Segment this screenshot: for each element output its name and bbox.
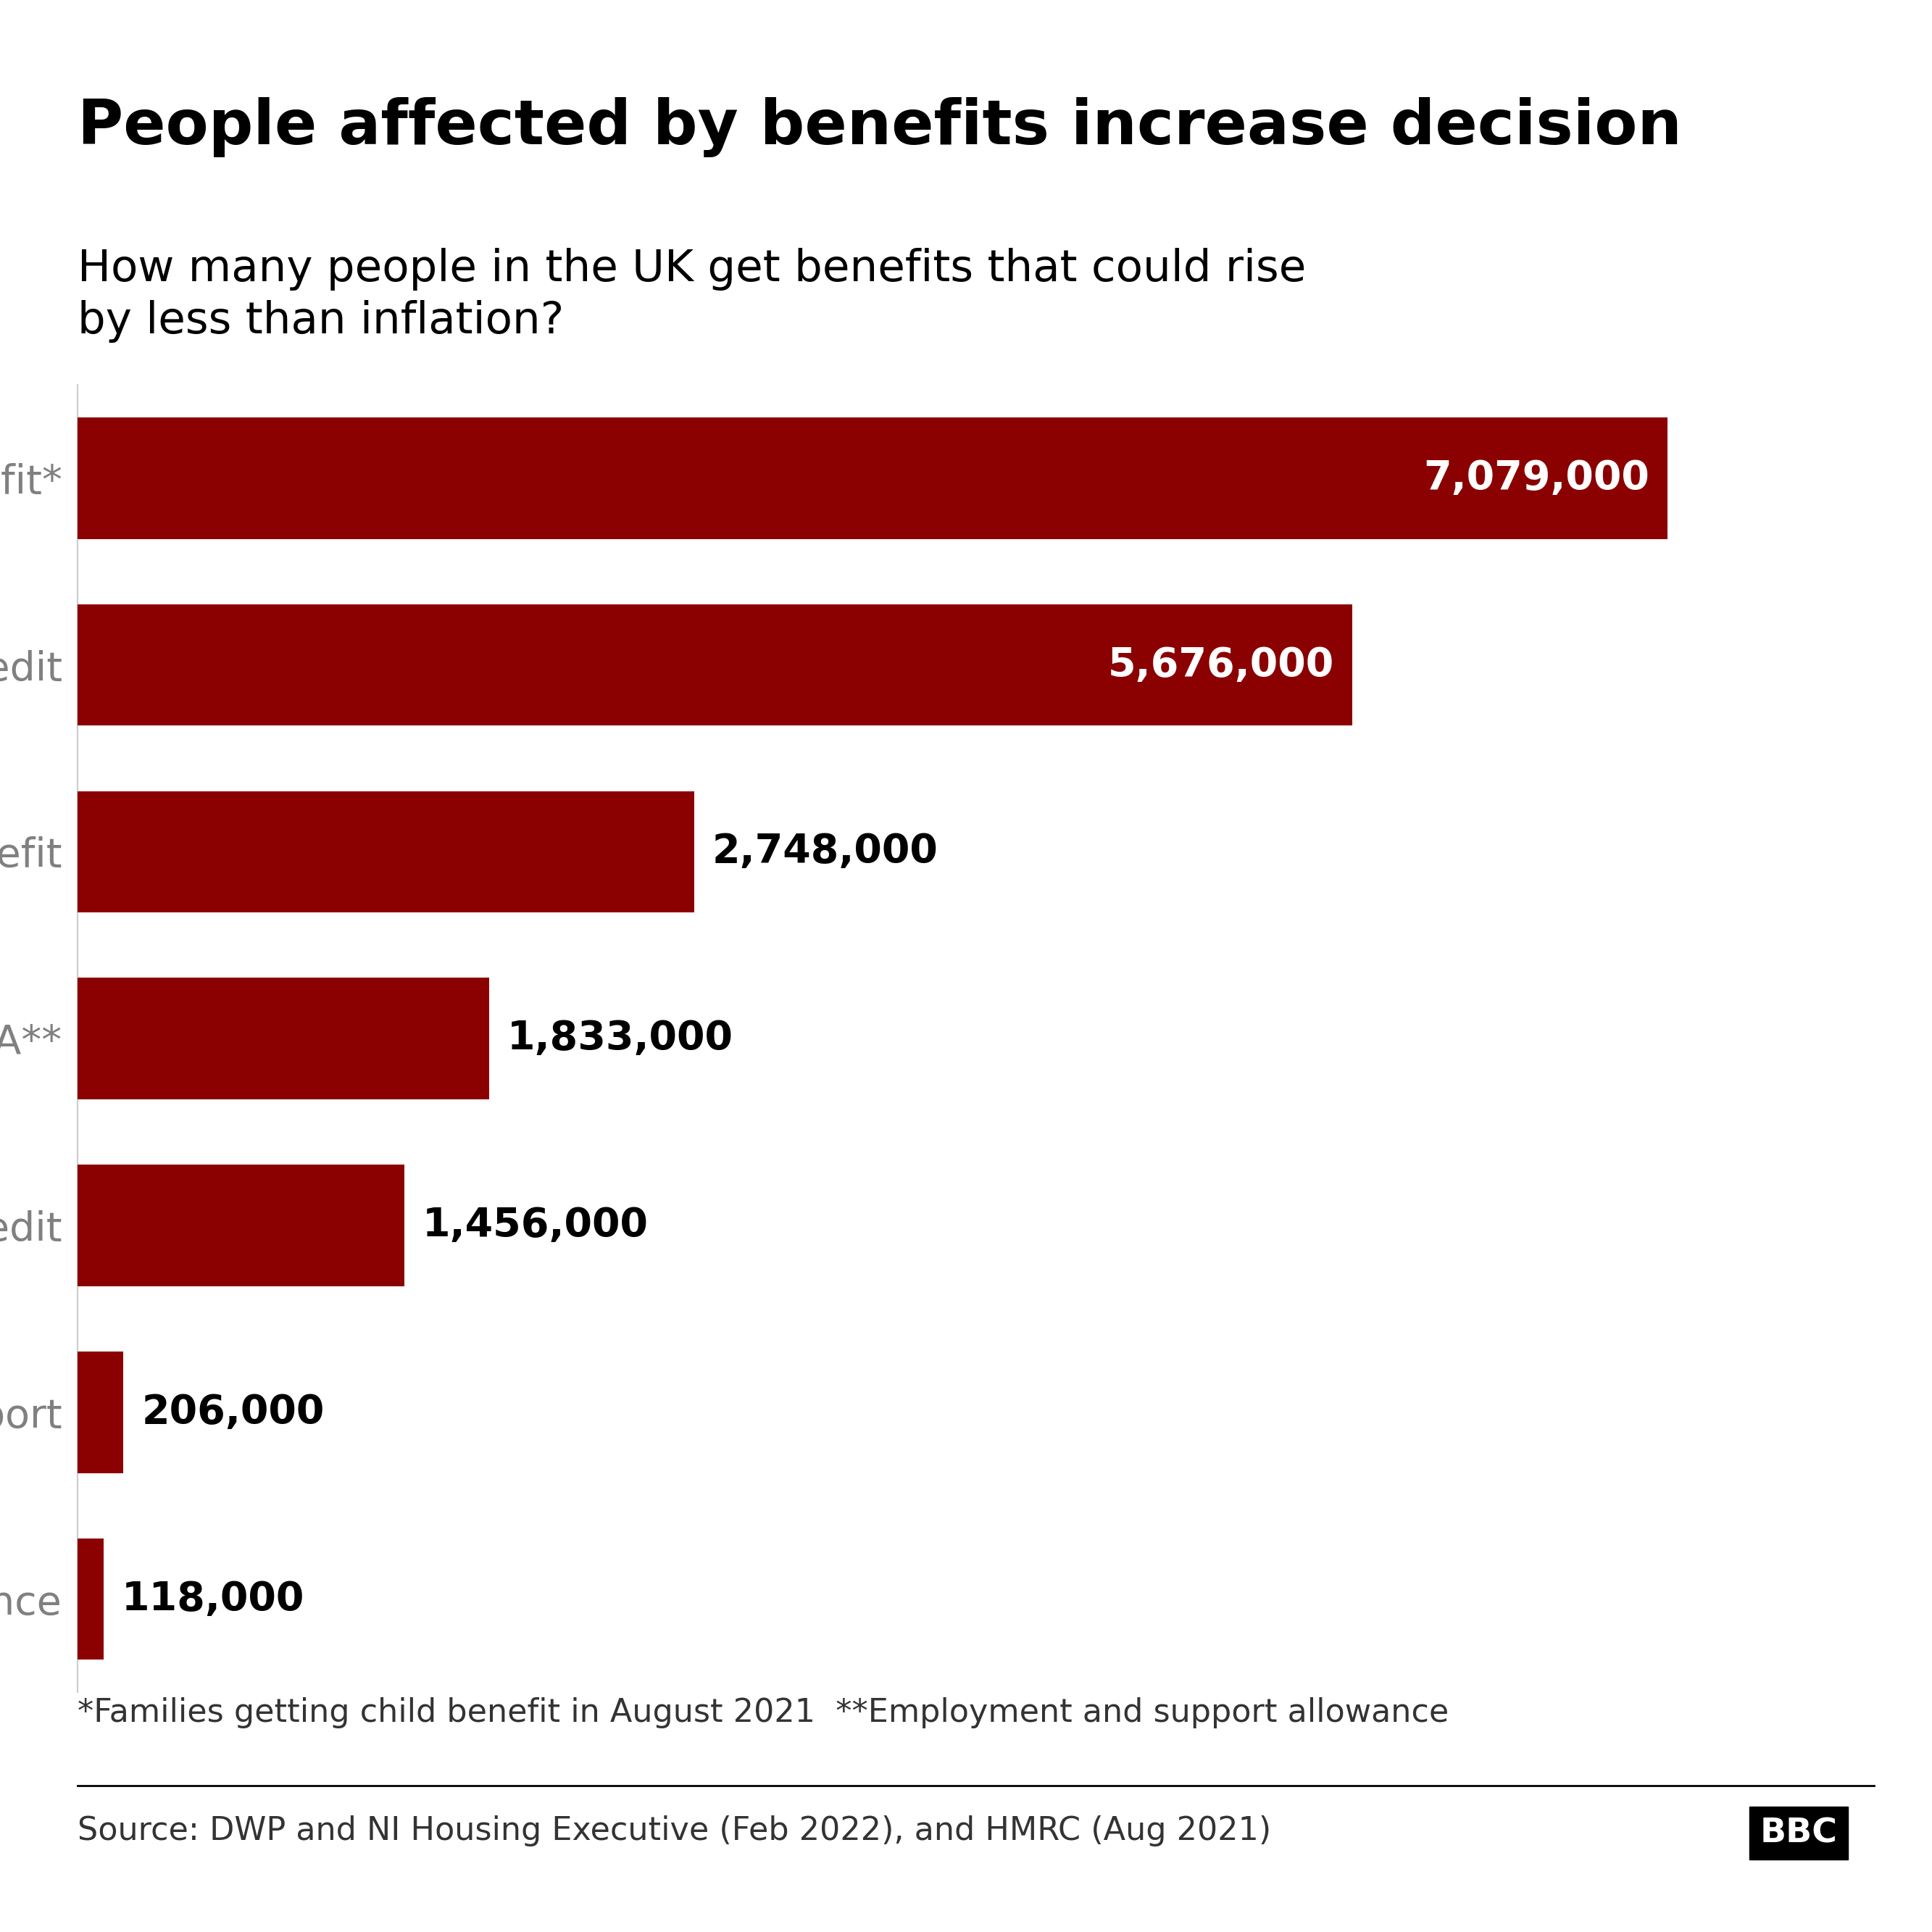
Text: 7,079,000: 7,079,000: [1424, 458, 1650, 498]
Text: 2,748,000: 2,748,000: [713, 833, 939, 871]
Text: People affected by benefits increase decision: People affected by benefits increase dec…: [77, 97, 1681, 156]
Text: 206,000: 206,000: [141, 1393, 325, 1432]
Text: 1,456,000: 1,456,000: [423, 1206, 649, 1244]
Bar: [77, 1165, 404, 1287]
Bar: [77, 605, 1352, 726]
Text: 118,000: 118,000: [122, 1580, 305, 1619]
Text: BBC: BBC: [1760, 1816, 1837, 1849]
Text: How many people in the UK get benefits that could rise
by less than inflation?: How many people in the UK get benefits t…: [77, 247, 1306, 344]
Bar: [77, 417, 1667, 539]
Bar: [77, 978, 489, 1099]
Bar: [77, 1538, 104, 1660]
Bar: [77, 790, 694, 912]
Text: Source: DWP and NI Housing Executive (Feb 2022), and HMRC (Aug 2021): Source: DWP and NI Housing Executive (Fe…: [77, 1814, 1271, 1847]
Text: 5,676,000: 5,676,000: [1107, 645, 1335, 684]
Bar: [77, 1352, 124, 1472]
Text: 1,833,000: 1,833,000: [506, 1018, 732, 1059]
Text: *Families getting child benefit in August 2021  **Employment and support allowan: *Families getting child benefit in Augus…: [77, 1696, 1449, 1727]
